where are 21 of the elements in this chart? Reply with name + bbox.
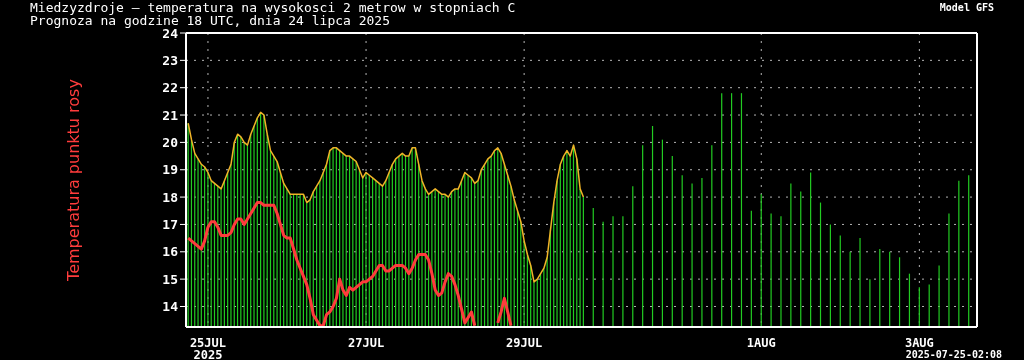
y-tick-label: 20 <box>162 135 179 151</box>
y-tick-label: 17 <box>162 217 178 233</box>
x-tick-label: 27JUL <box>347 336 385 350</box>
y-tick-label: 16 <box>162 244 179 260</box>
chart-title: Miedzyzdroje — temperatura na wysokosci 2 metrow w stopniach C <box>30 0 516 15</box>
y-tick-label: 21 <box>162 107 179 123</box>
y-axis-title: Temperatura punktu rosy <box>63 79 83 281</box>
text: 2025-07-25-02:08 <box>905 349 1002 360</box>
text: Model GFS <box>939 2 994 13</box>
y-tick-label: 18 <box>162 189 179 205</box>
y-tick-label: 22 <box>162 80 178 96</box>
y-tick-label: 15 <box>162 271 178 287</box>
x-tick-label: 25JUL 2025 <box>189 336 227 360</box>
y-tick-label: 24 <box>162 25 179 41</box>
line-series <box>187 111 585 283</box>
x-tick-label: 3AUG <box>904 336 934 350</box>
y-tick-label: 23 <box>162 52 178 68</box>
x-tick-label: 1AUG <box>746 336 776 350</box>
y-tick-label: 14 <box>162 299 179 315</box>
x-tick-label: 29JUL <box>506 336 543 350</box>
y-tick-label: 19 <box>162 162 178 178</box>
